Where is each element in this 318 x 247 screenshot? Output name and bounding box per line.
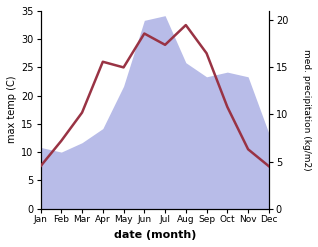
Y-axis label: max temp (C): max temp (C) <box>7 76 17 144</box>
Y-axis label: med. precipitation (kg/m2): med. precipitation (kg/m2) <box>302 49 311 171</box>
X-axis label: date (month): date (month) <box>114 230 196 240</box>
